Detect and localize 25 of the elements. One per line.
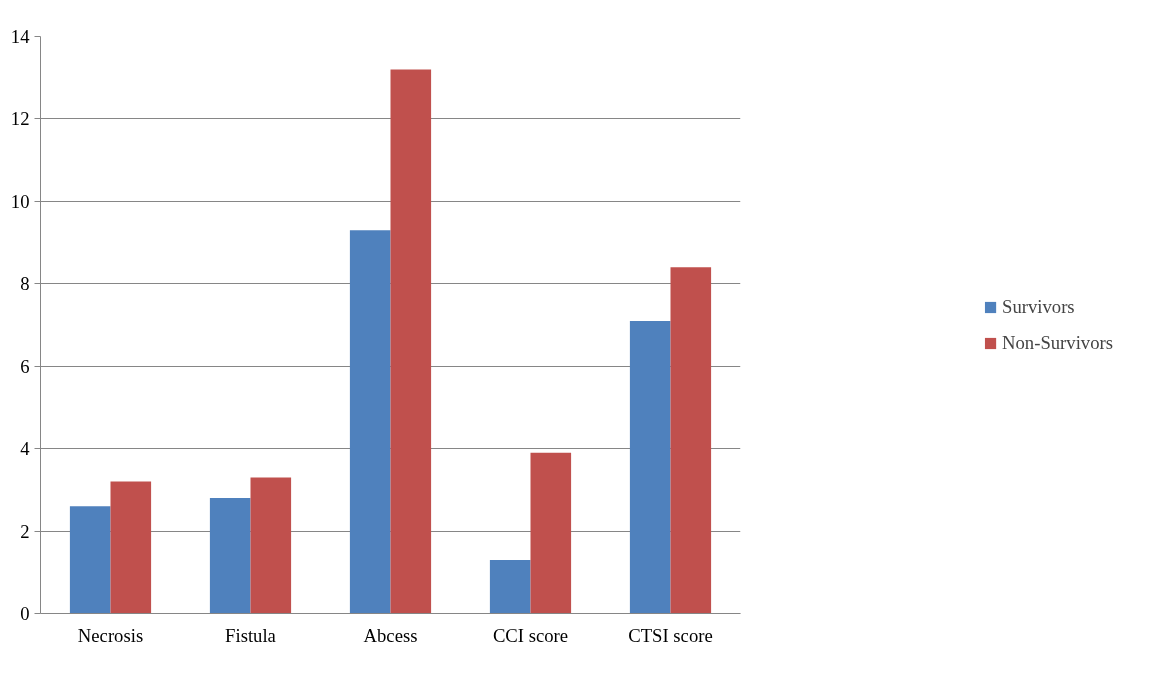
y-tick-label: 0 bbox=[20, 603, 30, 624]
y-tick-label: 10 bbox=[10, 190, 30, 212]
x-tick-label: Fistula bbox=[225, 624, 277, 646]
y-tick-label: 4 bbox=[20, 438, 31, 460]
bar bbox=[349, 230, 391, 614]
y-tick-label: 8 bbox=[20, 273, 30, 295]
y-tick-label: 6 bbox=[20, 355, 30, 377]
bar bbox=[390, 69, 432, 614]
bar bbox=[250, 477, 292, 614]
x-tick-label: CCI score bbox=[492, 624, 569, 646]
bar bbox=[670, 267, 712, 614]
bar bbox=[489, 559, 531, 614]
bar bbox=[629, 320, 671, 614]
bar bbox=[530, 452, 572, 614]
y-tick-label: 14 bbox=[10, 26, 31, 47]
y-tick-label: 12 bbox=[10, 108, 30, 130]
x-tick-label: Necrosis bbox=[77, 624, 144, 646]
y-tick-label: 2 bbox=[20, 520, 30, 542]
bar bbox=[110, 481, 152, 614]
legend-label: Survivors bbox=[1002, 295, 1075, 318]
legend-label: Non-Survivors bbox=[1002, 331, 1113, 354]
bar bbox=[69, 506, 111, 614]
bar bbox=[209, 498, 251, 614]
x-tick-label: Abcess bbox=[363, 624, 418, 646]
x-tick-label: CTSI score bbox=[628, 624, 713, 646]
